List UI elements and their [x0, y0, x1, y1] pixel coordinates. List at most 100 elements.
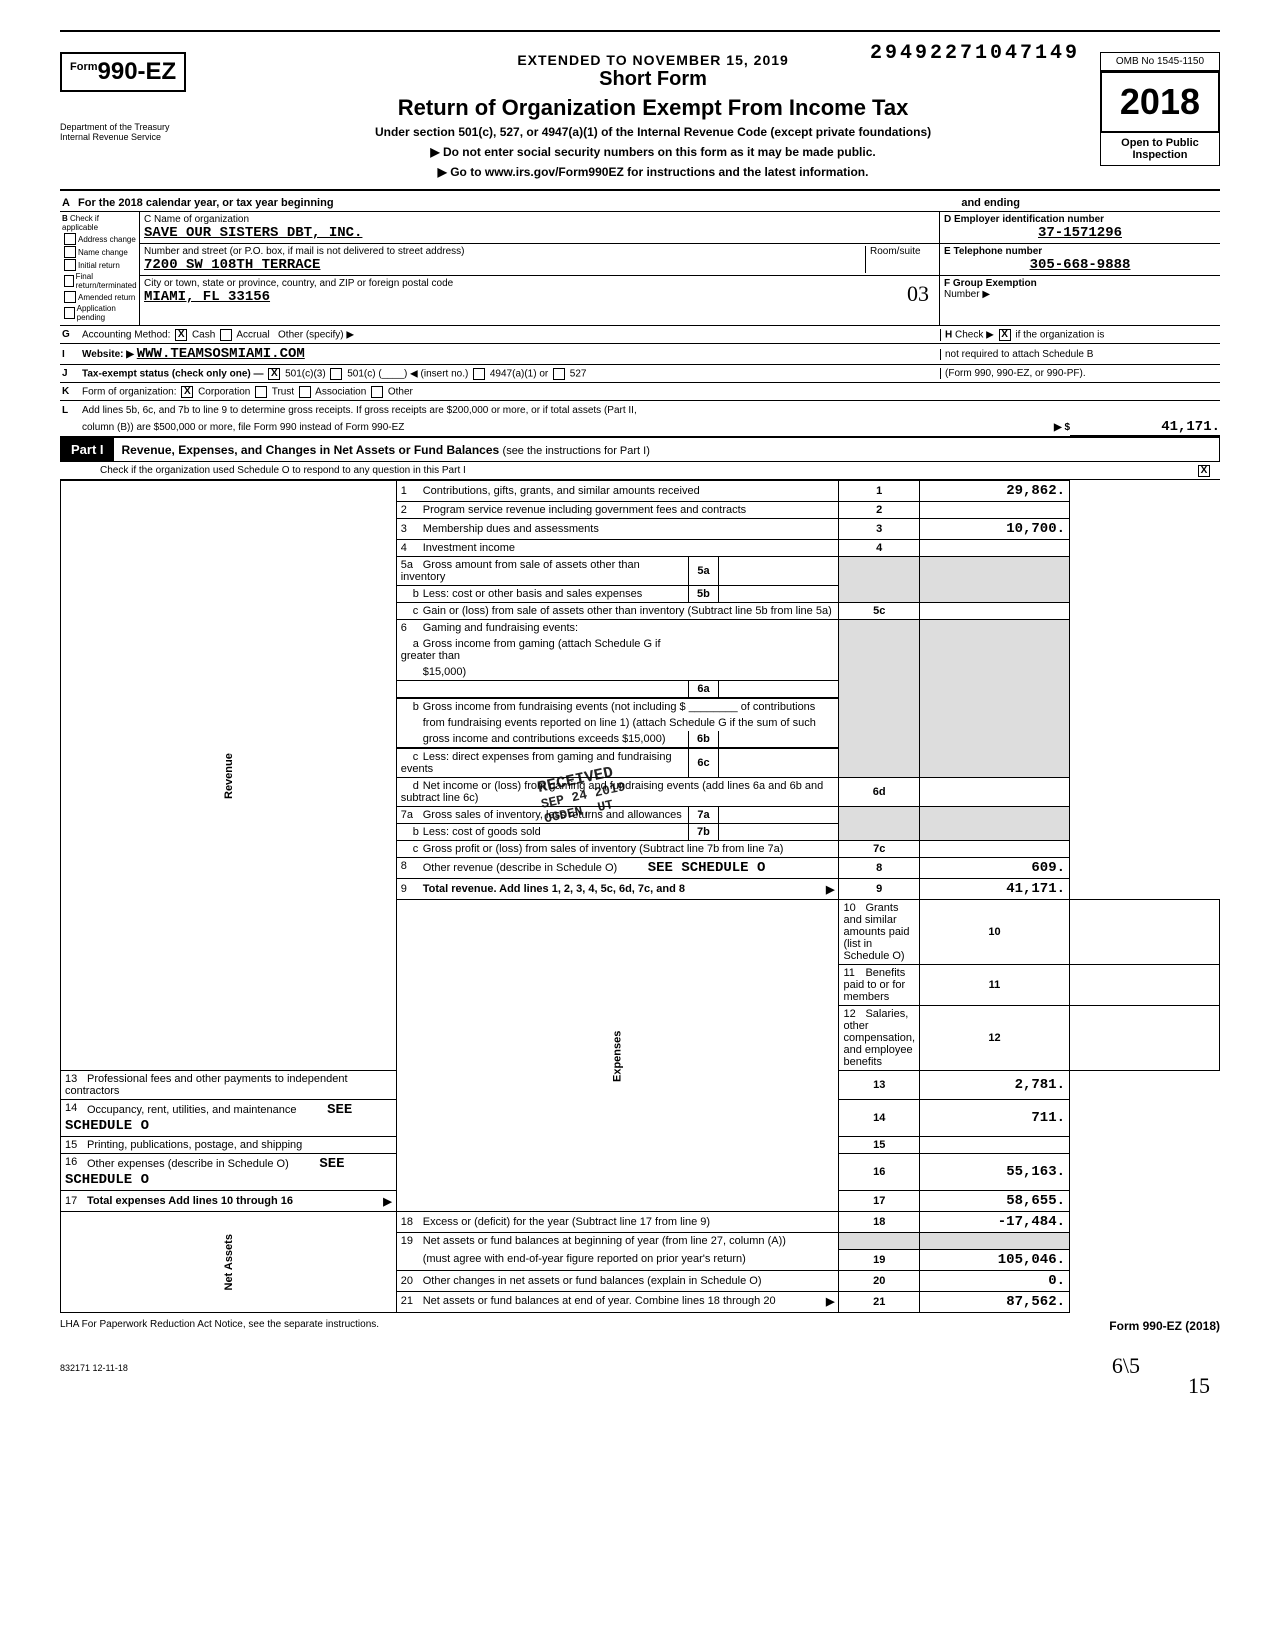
form-prefix: Form [70, 61, 98, 73]
checkbox-accrual[interactable] [220, 329, 232, 341]
l5c-desc: Gain or (loss) from sale of assets other… [423, 605, 832, 617]
l20-desc: Other changes in net assets or fund bala… [423, 1275, 762, 1287]
l7a-desc: Gross sales of inventory, less returns a… [423, 809, 682, 821]
right-header-boxes: OMB No 1545-1150 2018 Open to Public Ins… [1100, 52, 1220, 166]
l14-rn: 14 [839, 1100, 920, 1137]
l6d-desc: Net income or (loss) from gaming and fun… [401, 780, 824, 804]
l18-desc: Excess or (deficit) for the year (Subtra… [423, 1216, 710, 1228]
trust-label: Trust [272, 386, 294, 397]
l6d-amt [920, 778, 1070, 807]
l7b-desc: Less: cost of goods sold [423, 826, 541, 838]
l16-amt: 55,163. [920, 1154, 1070, 1191]
row-l-arrow: ▶ $ [1054, 422, 1070, 433]
l6d-num: d [401, 780, 423, 792]
l10-num: 10 [843, 902, 865, 914]
l1-amt: 29,862. [920, 481, 1070, 502]
checkbox-amended[interactable] [64, 291, 76, 303]
l15-rn: 15 [839, 1137, 920, 1154]
label-b: B [62, 214, 68, 223]
l2-rn: 2 [839, 502, 920, 519]
other-specify-label: Other (specify) ▶ [278, 329, 354, 340]
l7b-num: b [401, 826, 423, 838]
dept-treasury: Department of the Treasury [60, 122, 206, 132]
checkbox-trust[interactable] [255, 386, 267, 398]
room-suite-label: Room/suite [865, 246, 935, 273]
l8-desc: Other revenue (describe in Schedule O) [423, 862, 617, 874]
handwritten-615: 6\5 [1112, 1353, 1140, 1379]
corp-label: Corporation [198, 386, 250, 397]
checkbox-corp[interactable] [181, 386, 193, 398]
l9-rn: 9 [839, 879, 920, 900]
label-g: G [60, 329, 78, 340]
checkbox-cash[interactable] [175, 329, 187, 341]
checkbox-501c[interactable] [330, 368, 342, 380]
l19-amt: 105,046. [920, 1249, 1070, 1270]
label-i: I [60, 349, 78, 360]
checkbox-527[interactable] [553, 368, 565, 380]
title-block: EXTENDED TO NOVEMBER 15, 2019 Short Form… [206, 52, 1100, 185]
l6b-desc: Gross income from fundraising events (no… [423, 701, 686, 713]
net-assets-side-label: Net Assets [61, 1212, 397, 1313]
l17-arrow: ▶ [383, 1195, 391, 1208]
check-if-label: Check if applicable [62, 214, 99, 232]
page-top-border [60, 30, 1220, 32]
checkbox-schedule-o[interactable] [1198, 465, 1210, 477]
checkbox-final[interactable] [64, 275, 74, 287]
527-label: 527 [570, 368, 587, 379]
ein-label: D Employer identification number [944, 214, 1216, 225]
l14-amt: 711. [920, 1100, 1070, 1137]
assoc-label: Association [315, 386, 366, 397]
form-reference: Form 990-EZ (2018) [1109, 1319, 1220, 1333]
addr-change-label: Address change [78, 235, 136, 244]
checkbox-other-org[interactable] [371, 386, 383, 398]
l2-amt [920, 502, 1070, 519]
l13-num: 13 [65, 1073, 87, 1085]
checkbox-501c3[interactable] [268, 368, 280, 380]
h-if-org: if the organization is [1015, 329, 1104, 340]
label-h: H [945, 329, 952, 340]
l11-rn: 11 [920, 965, 1070, 1006]
group-number-label: Number ▶ [944, 289, 1216, 300]
part-1-header: Part I Revenue, Expenses, and Changes in… [60, 437, 1220, 462]
form-header: 29492271047149 Form990-EZ Department of … [60, 52, 1220, 185]
checkbox-name-change[interactable] [64, 246, 76, 258]
l1-rn: 1 [839, 481, 920, 502]
l15-amt [920, 1137, 1070, 1154]
column-de: D Employer identification number 37-1571… [940, 212, 1220, 325]
501c3-label: 501(c)(3) [285, 368, 326, 379]
checkbox-h[interactable] [999, 329, 1011, 341]
checkbox-4947[interactable] [473, 368, 485, 380]
l6b-desc3: from fundraising events reported on line… [423, 717, 816, 729]
l4-rn: 4 [839, 540, 920, 557]
l13-amt: 2,781. [920, 1071, 1070, 1100]
checkbox-addr-change[interactable] [64, 233, 76, 245]
revenue-side-label: Revenue [61, 481, 397, 1071]
tax-exempt-label: Tax-exempt status (check only one) — [82, 368, 264, 379]
l16-rn: 16 [839, 1154, 920, 1191]
cash-label: Cash [192, 329, 215, 340]
ein-value: 37-1571296 [944, 225, 1216, 241]
checkbox-app-pending[interactable] [64, 307, 75, 319]
l1-num: 1 [401, 485, 423, 497]
l17-amt: 58,655. [920, 1191, 1070, 1212]
part-1-title: Revenue, Expenses, and Changes in Net As… [122, 443, 500, 457]
row-g-h: G Accounting Method: Cash Accrual Other … [60, 326, 1220, 344]
form-number: 990-EZ [98, 58, 177, 85]
footer: LHA For Paperwork Reduction Act Notice, … [60, 1319, 1220, 1333]
l21-amt: 87,562. [920, 1291, 1070, 1312]
street-label: Number and street (or P.O. box, if mail … [144, 246, 865, 257]
checkbox-assoc[interactable] [299, 386, 311, 398]
label-j: J [60, 368, 78, 379]
row-i: I Website: ▶ WWW.TEAMSOSMIAMI.COM not re… [60, 344, 1220, 365]
l5a-desc: Gross amount from sale of assets other t… [401, 559, 640, 583]
inspection-label: Inspection [1109, 149, 1211, 161]
l4-amt [920, 540, 1070, 557]
l4-desc: Investment income [423, 542, 515, 554]
acct-method-label: Accounting Method: [82, 329, 170, 340]
l5b-desc: Less: cost or other basis and sales expe… [423, 588, 643, 600]
open-public: Open to Public [1109, 137, 1211, 149]
row-j: J Tax-exempt status (check only one) — 5… [60, 365, 1220, 383]
l6b-desc4: gross income and contributions exceeds $… [423, 733, 666, 745]
checkbox-initial[interactable] [64, 259, 76, 271]
l6d-rn: 6d [839, 778, 920, 807]
